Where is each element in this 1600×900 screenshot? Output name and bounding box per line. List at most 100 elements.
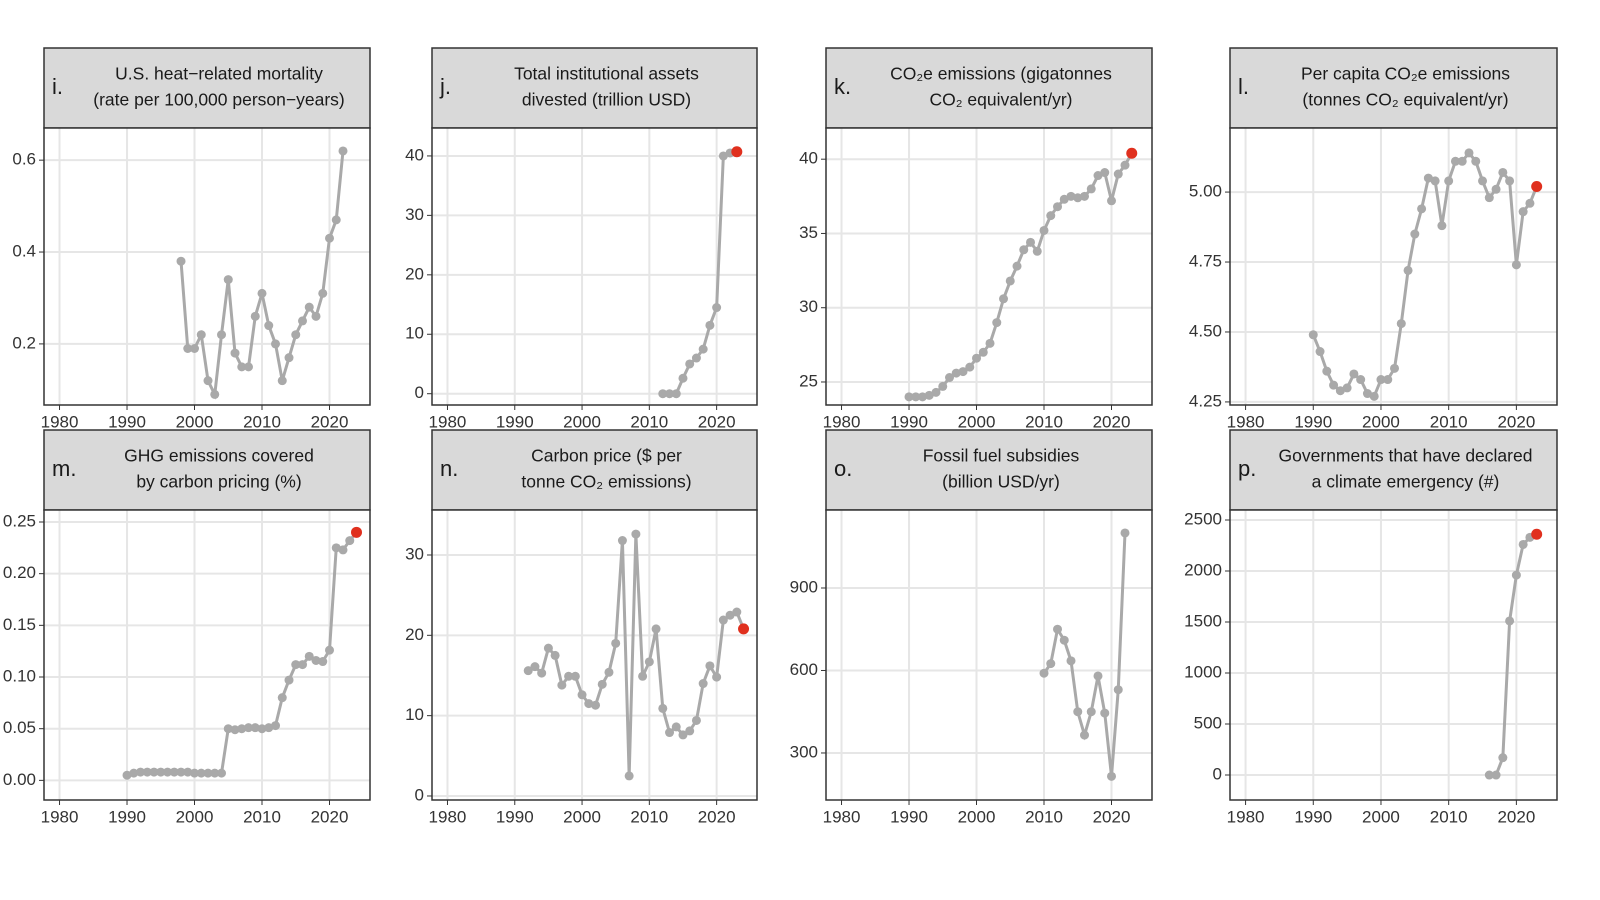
data-point	[196, 330, 206, 340]
data-point	[1505, 176, 1515, 186]
data-point	[1032, 246, 1042, 256]
data-point	[1342, 383, 1352, 393]
x-tick-label: 2020	[311, 412, 349, 431]
data-point	[577, 690, 587, 700]
panel-letter: j.	[439, 74, 451, 99]
series-line	[909, 152, 1134, 399]
data-point	[1498, 167, 1508, 177]
data-point	[904, 392, 914, 402]
x-tick-label: 2010	[243, 807, 281, 826]
data-point	[1100, 708, 1110, 718]
data-point	[1505, 616, 1515, 626]
data-point	[705, 320, 715, 330]
x-tick-label: 1990	[890, 412, 928, 431]
x-tick-label: 1990	[1294, 807, 1332, 826]
data-point	[678, 373, 688, 383]
y-tick-label: 300	[790, 742, 818, 761]
data-point	[250, 311, 260, 321]
data-point	[931, 387, 941, 397]
panel-letter: m.	[52, 456, 76, 481]
data-point	[999, 294, 1009, 304]
data-point	[658, 703, 668, 713]
data-point	[1511, 260, 1521, 270]
y-tick-label: 900	[790, 577, 818, 596]
data-point	[1080, 191, 1090, 201]
data-point	[1053, 624, 1063, 634]
data-point	[638, 671, 648, 681]
data-point	[992, 318, 1002, 328]
data-point	[1019, 245, 1029, 255]
data-point	[176, 256, 186, 266]
data-point	[122, 770, 132, 780]
data-point	[671, 722, 681, 732]
y-tick-label: 4.25	[1189, 391, 1222, 410]
data-point	[1107, 196, 1117, 206]
data-point	[1005, 276, 1015, 286]
y-tick-label: 30	[405, 544, 424, 563]
data-point	[1073, 707, 1083, 717]
highlight-point	[1531, 180, 1543, 192]
data-point	[1518, 539, 1528, 549]
y-tick-label: 4.50	[1189, 321, 1222, 340]
panel-title: by carbon pricing (%)	[136, 472, 301, 492]
data-point	[698, 679, 708, 689]
data-point	[1322, 366, 1332, 376]
data-point	[149, 767, 159, 777]
data-point	[284, 353, 294, 363]
data-point	[1113, 169, 1123, 179]
panel-letter: o.	[834, 456, 852, 481]
y-tick-label: 30	[799, 297, 818, 316]
y-tick-label: 1000	[1184, 662, 1222, 681]
data-point	[712, 672, 722, 682]
data-point	[543, 643, 553, 653]
data-point	[1093, 671, 1103, 681]
data-point	[570, 671, 580, 681]
y-tick-label: 0.15	[3, 615, 36, 634]
y-tick-label: 10	[405, 705, 424, 724]
data-point	[1053, 202, 1063, 212]
data-point	[277, 693, 287, 703]
plot-area	[826, 510, 1152, 800]
data-point	[1484, 770, 1494, 780]
data-point	[217, 768, 227, 778]
data-point	[1093, 171, 1103, 181]
y-tick-label: 10	[405, 324, 424, 343]
data-point	[1450, 156, 1460, 166]
y-tick-label: 0	[415, 383, 424, 402]
data-point	[244, 723, 254, 733]
data-point	[1430, 176, 1440, 186]
data-point	[951, 368, 961, 378]
data-point	[978, 347, 988, 357]
data-point	[1086, 184, 1096, 194]
data-point	[550, 650, 560, 660]
panel-title: Per capita CO₂e emissions	[1301, 64, 1510, 84]
x-tick-label: 2000	[176, 807, 214, 826]
data-point	[1478, 176, 1488, 186]
x-tick-label: 1980	[823, 807, 861, 826]
data-point	[1012, 261, 1022, 271]
data-point	[291, 330, 301, 340]
data-point	[1059, 194, 1069, 204]
panel-title: Total institutional assets	[514, 64, 699, 84]
y-tick-label: 20	[405, 264, 424, 283]
x-tick-label: 2000	[958, 412, 996, 431]
x-tick-label: 1990	[496, 807, 534, 826]
plot-area	[44, 128, 370, 405]
panel-title: GHG emissions covered	[124, 446, 314, 466]
data-point	[712, 303, 722, 313]
data-point	[732, 607, 742, 617]
data-point	[1417, 204, 1427, 214]
panel-title: Fossil fuel subsidies	[923, 446, 1080, 466]
data-point	[1080, 730, 1090, 740]
data-point	[304, 651, 314, 661]
panel-header	[431, 47, 758, 129]
panel-letter: k.	[834, 74, 851, 99]
x-tick-label: 1980	[41, 412, 79, 431]
x-tick-label: 1980	[429, 412, 467, 431]
data-point	[685, 359, 695, 369]
data-point	[196, 768, 206, 778]
panel-header	[43, 429, 371, 511]
data-point	[725, 610, 735, 620]
data-point	[530, 662, 540, 672]
